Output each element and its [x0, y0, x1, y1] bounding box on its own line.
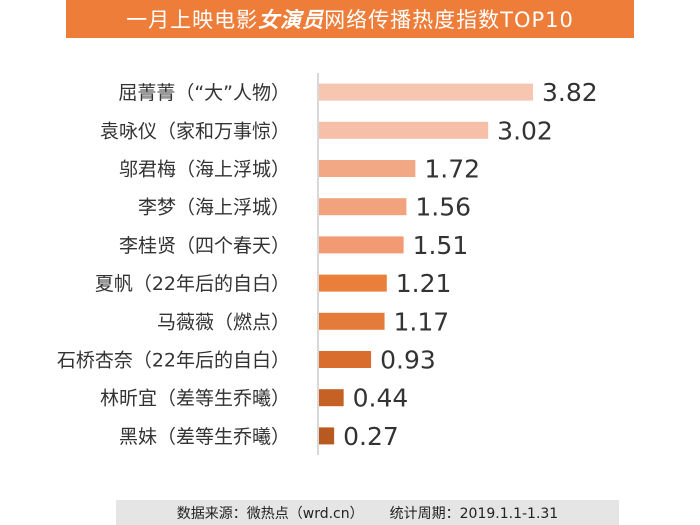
value-label: 1.51	[413, 231, 469, 260]
stat-period: 统计周期：2019.1.1-1.31	[389, 505, 559, 522]
category-label: 袁咏仪（家和万事惊）	[100, 120, 290, 142]
category-label: 黑妹（差等生乔曦）	[119, 426, 290, 448]
category-label: 石桥杏奈（22年后的自白）	[57, 350, 290, 372]
title-highlight: 女演员	[258, 8, 325, 32]
value-label: 0.27	[343, 422, 399, 451]
title-pre: 一月上映电影	[126, 8, 259, 32]
value-label: 1.72	[424, 155, 480, 184]
value-label: 0.93	[380, 346, 436, 375]
bar	[319, 236, 404, 254]
footer-note: 数据来源：微热点（wrd.cn） 统计周期：2019.1.1-1.31	[116, 500, 619, 525]
category-label: 林昕宜（差等生乔曦）	[100, 388, 290, 410]
category-label: 马薇薇（燃点）	[157, 311, 290, 333]
category-label: 夏帆（22年后的自白）	[95, 273, 290, 295]
category-label: 李桂贤（四个春天）	[119, 235, 290, 257]
title-post: 网络传播热度指数TOP10	[324, 8, 574, 32]
data-source: 数据来源：微热点（wrd.cn）	[176, 505, 364, 522]
bar	[319, 121, 489, 139]
chart-title: 一月上映电影 女演员 网络传播热度指数TOP10	[66, 0, 634, 38]
bar	[319, 274, 387, 292]
value-label: 3.02	[497, 116, 553, 145]
category-label: 邬君梅（海上浮城）	[119, 159, 290, 181]
value-label: 1.17	[394, 307, 450, 336]
bar	[319, 351, 372, 368]
bar	[319, 160, 416, 177]
value-label: 0.44	[353, 384, 409, 413]
category-label: 屈菁菁（“大”人物）	[118, 82, 290, 104]
bar	[319, 427, 335, 445]
value-label: 1.21	[396, 269, 452, 298]
category-label: 李梦（海上浮城）	[138, 197, 290, 219]
bar	[319, 389, 344, 407]
value-label: 1.56	[415, 193, 471, 222]
bar	[319, 83, 533, 101]
bar	[319, 198, 407, 216]
bar	[319, 312, 385, 330]
value-label: 3.82	[542, 78, 598, 107]
